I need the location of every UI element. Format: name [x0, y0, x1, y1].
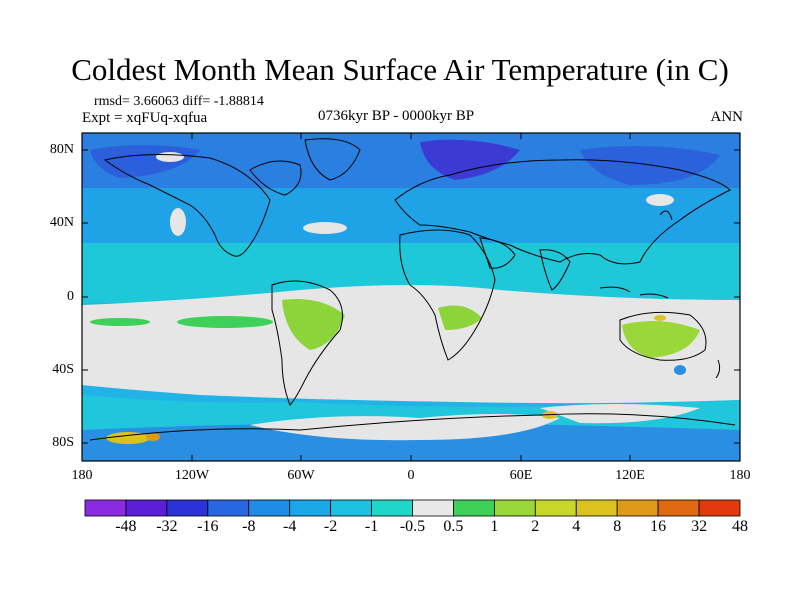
- colorbar-label: 0.5: [443, 518, 464, 535]
- x-label-120w: 120W: [174, 468, 210, 483]
- x-label-0: 0: [407, 468, 415, 483]
- colorbar-label: 16: [650, 518, 667, 535]
- colorbar-swatch: [84, 499, 127, 517]
- colorbar-label: 4: [572, 518, 581, 535]
- y-label-40n: 40N: [49, 215, 74, 230]
- x-label-180e: 180: [729, 468, 751, 483]
- x-label-120e: 120E: [615, 468, 645, 483]
- colorbar-swatch: [493, 499, 536, 517]
- colorbar-label: -1: [364, 518, 379, 535]
- period-label: 0736kyr BP - 0000kyr BP: [318, 108, 475, 124]
- colorbar-swatch: [371, 499, 413, 517]
- colorbar-swatch: [575, 499, 618, 517]
- map-title: Coldest Month Mean Surface Air Temperatu…: [71, 52, 729, 87]
- colorbar-label: 8: [613, 518, 622, 535]
- colorbar-label: 32: [691, 518, 708, 535]
- stats-line: rmsd= 3.66063 diff= -1.88814: [94, 94, 264, 109]
- colorbar-swatch: [207, 499, 250, 517]
- y-label-40s: 40S: [52, 362, 74, 377]
- colorbar-swatch: [289, 499, 332, 517]
- x-label-60e: 60E: [509, 468, 533, 483]
- colorbar-swatch: [534, 499, 577, 517]
- colorbar-swatch: [657, 499, 700, 517]
- colorbar-label: -32: [156, 518, 178, 535]
- colorbar-label: -4: [283, 518, 297, 535]
- colorbar-label: 2: [531, 518, 540, 535]
- colorbar-swatch: [330, 499, 372, 517]
- colorbar-swatch: [616, 499, 659, 517]
- y-label-0: 0: [67, 289, 74, 304]
- y-label-80n: 80N: [49, 142, 74, 157]
- y-label-80s: 80S: [52, 435, 74, 450]
- season-label: ANN: [710, 109, 744, 125]
- colorbar-swatch: [248, 499, 291, 517]
- experiment-label: Expt = xqFUq-xqfua: [82, 110, 208, 126]
- coastlines: [89, 138, 736, 441]
- colorbar: [84, 499, 741, 517]
- colorbar-label: -2: [323, 518, 338, 535]
- colorbar-swatch: [125, 499, 168, 517]
- axis-ticks: [81, 133, 741, 461]
- colorbar-swatch: [412, 499, 454, 517]
- x-label-180w: 180: [71, 468, 93, 483]
- colorbar-swatch: [453, 499, 495, 517]
- colorbar-label: -16: [197, 518, 219, 535]
- colorbar-swatch: [698, 499, 741, 517]
- colorbar-label: 1: [490, 518, 499, 535]
- colorbar-label: 48: [732, 518, 748, 535]
- colorbar-label: -48: [115, 518, 137, 535]
- colorbar-label: -8: [242, 518, 256, 535]
- x-label-60w: 60W: [287, 468, 315, 483]
- colorbar-swatch: [166, 499, 209, 517]
- map-panel: [82, 133, 740, 461]
- colorbar-label: -0.5: [399, 518, 426, 535]
